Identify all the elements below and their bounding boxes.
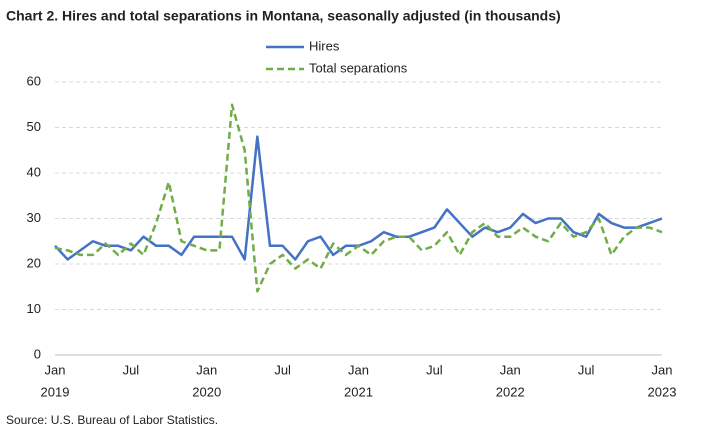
x-tick-label: Jul (274, 362, 291, 377)
x-tick-label: Jan (348, 362, 369, 377)
x-year-label: 2021 (344, 384, 373, 399)
chart-title: Chart 2. Hires and total separations in … (6, 8, 561, 24)
series-line (54, 103, 663, 293)
x-year-label: 2022 (496, 384, 525, 399)
y-tick-label: 50 (27, 119, 41, 134)
legend-label: Total separations (309, 60, 408, 75)
x-tick-label: Jan (652, 362, 673, 377)
x-year-label: 2023 (648, 384, 677, 399)
x-tick-label: Jan (45, 362, 66, 377)
y-tick-label: 10 (27, 301, 41, 316)
x-tick-label: Jul (578, 362, 595, 377)
x-year-label: 2020 (192, 384, 221, 399)
source-note: Source: U.S. Bureau of Labor Statistics. (6, 413, 218, 427)
series-line (54, 135, 663, 261)
y-tick-label: 0 (34, 346, 41, 361)
y-tick-label: 30 (27, 210, 41, 225)
y-tick-label: 60 (27, 73, 41, 88)
x-tick-label: Jul (123, 362, 140, 377)
x-tick-label: Jan (500, 362, 521, 377)
legend-label: Hires (309, 38, 340, 53)
y-tick-label: 40 (27, 164, 41, 179)
y-tick-label: 20 (27, 255, 41, 270)
x-tick-label: Jan (196, 362, 217, 377)
x-tick-label: Jul (426, 362, 443, 377)
x-year-label: 2019 (41, 384, 70, 399)
